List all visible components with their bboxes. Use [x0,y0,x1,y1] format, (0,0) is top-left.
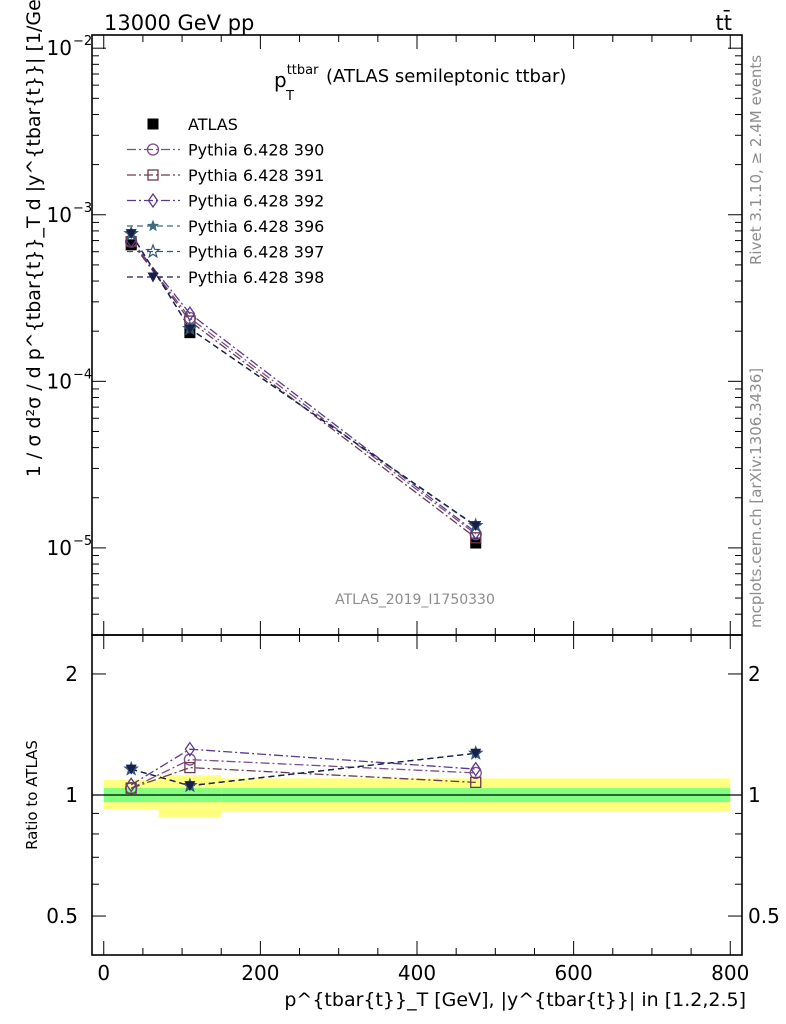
main-title-rest: (ATLAS semileptonic ttbar) [326,66,566,87]
main-title-p: p [274,68,287,92]
lower-y-tick-label-left: 0.5 [46,904,78,928]
legend-label: Pythia 6.428 391 [188,166,324,185]
main-title-sup: ttbar [287,63,319,78]
data-point-ratio [470,761,482,777]
upper-y-tick-exponent: −3 [73,201,92,216]
series-line-main [130,240,477,533]
header-left-label: 13000 GeV pp [104,11,254,35]
data-point-ratio [183,753,197,766]
data-point-main [184,305,196,322]
legend-marker [147,192,159,209]
x-axis-label: p^{tbar{t}}_T [GeV], |y^{tbar{t}}| in [1… [284,989,746,1011]
main-title-sub: T [285,89,294,104]
lower-y-tick-label-left: 1 [65,783,78,807]
legend-label: Pythia 6.428 398 [188,268,324,287]
upper-y-tick-label: 10 [47,36,72,60]
watermark-label: ATLAS_2019_I1750330 [335,592,495,608]
legend-label: ATLAS [188,115,238,134]
lower-y-axis-label: Ratio to ATLAS [23,740,41,850]
legend-label: Pythia 6.428 397 [188,243,324,262]
upper-y-tick-label: 10 [47,203,72,227]
x-tick-label: 400 [398,961,436,985]
mcplots-side-label: mcplots.cern.ch [arXiv:1306.3436] [747,368,765,628]
x-tick-label: 600 [555,961,593,985]
data-point-ratio [125,764,137,775]
series-line-main [130,241,477,535]
data-point-ratio [469,766,482,780]
data-point-main [470,521,482,532]
header-right-label: tt̄ [716,10,732,35]
series-lines [130,233,477,789]
legend-label: Pythia 6.428 396 [188,217,324,236]
legend-marker [146,219,160,232]
legend-label: Pythia 6.428 390 [188,141,324,160]
lower-y-tick-label-right: 0.5 [748,904,780,928]
series-line-ratio [130,758,476,789]
data-point-ratio [470,776,482,789]
data-point-main [470,532,482,544]
legend-marker [147,272,159,283]
legend-marker [146,143,160,156]
legend-marker [145,243,161,259]
data-point-ratio [184,781,196,792]
data-point-main [125,229,137,240]
upper-y-axis-label: 1 / σ d²σ / d p^{tbar{t}}_T d |y^{tbar{t… [23,0,45,477]
upper-y-tick-exponent: −4 [73,367,92,382]
legend: ATLAS Pythia 6.428 390 Pythia 6.428 391 Pyt… [127,115,324,287]
series-line-ratio [130,748,476,786]
data-point-main [125,239,137,251]
data-point-ratio [184,761,196,774]
lower-y-tick-label-right: 2 [748,662,761,686]
x-tick-label: 0 [97,961,110,985]
data-point-ratio [125,782,137,794]
legend-marker [147,118,159,130]
data-point-ratio [125,777,137,793]
legend-marker [147,169,159,181]
upper-y-tick-exponent: −5 [73,534,92,549]
x-tick-label: 800 [711,961,749,985]
upper-y-tick-label: 10 [47,536,72,560]
lower-y-tick-label-left: 2 [65,662,78,686]
series-markers [123,225,484,795]
ratio-uncertainty-bands [92,775,742,818]
legend-label: Pythia 6.428 392 [188,192,324,211]
main-title: pttbar [274,63,319,92]
upper-y-tick-label: 10 [47,369,72,393]
data-point-main [184,324,196,335]
lower-y-tick-label-right: 1 [748,783,761,807]
series-line-ratio [130,766,476,789]
data-point-ratio [470,748,482,759]
x-tick-label: 200 [241,961,279,985]
axis-ticks [92,35,742,956]
data-point-ratio [184,741,196,757]
upper-y-tick-exponent: −2 [73,34,92,49]
tick-labels: 10 −210 −310 −410 −52 21 10.5 0.50 200 400 600 800 [46,34,780,985]
rivet-side-label: Rivet 3.1.10, ≥ 2.4M events [747,55,765,265]
